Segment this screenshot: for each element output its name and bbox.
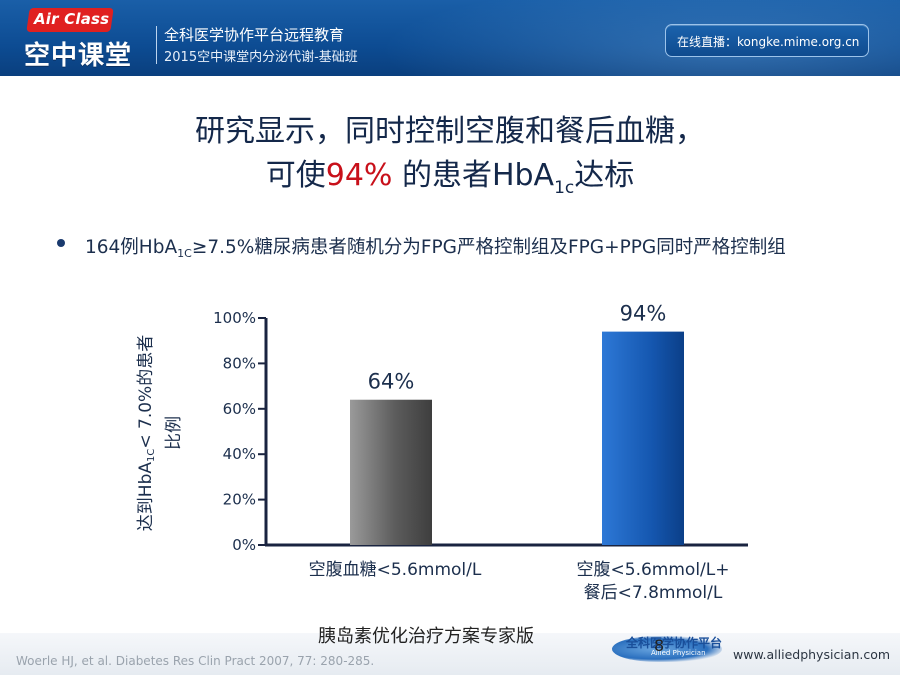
live-stream-link[interactable]: 在线直播：kongke.mime.org.cn — [677, 35, 860, 49]
title-suffix: 达标 — [574, 158, 635, 193]
footer-band — [0, 633, 900, 675]
header-platform-title: 全科医学协作平台远程教育 — [164, 26, 345, 44]
bar-value-label: 94% — [620, 302, 667, 326]
header-course-title: 2015空中课堂内分泌代谢-基础班 — [164, 50, 358, 65]
slide-title-line1: 研究显示，同时控制空腹和餐后血糖， — [195, 114, 705, 149]
y-tick-label: 60% — [223, 400, 256, 418]
bullet-subscript: 1C — [177, 247, 192, 260]
slide-title-line2: 可使94% 的患者HbA1c达标 — [0, 150, 900, 198]
bar-2 — [602, 331, 684, 545]
x-category-label: 餐后<7.8mmol/L — [584, 583, 723, 603]
y-tick-label: 0% — [232, 536, 256, 554]
bullet-prefix: 164例HbA — [85, 237, 178, 258]
bullet-text: 164例HbA1C≥7.5%糖尿病患者随机分为FPG严格控制组及FPG+PPG同… — [85, 232, 865, 269]
title-prefix: 可使 — [265, 158, 326, 193]
title-subscript: 1c — [554, 178, 575, 198]
allied-physician-url[interactable]: www.alliedphysician.com — [733, 647, 891, 662]
bullet-suffix: ≥7.5%糖尿病患者随机分为FPG严格控制组及FPG+PPG同时严格控制组 — [191, 237, 786, 258]
bullet-point — [57, 239, 65, 247]
page-number: 8 — [654, 636, 665, 655]
title-mid: 的患者HbA — [392, 158, 555, 193]
watermark-text: 胰岛素优化治疗方案专家版 — [318, 626, 534, 647]
header-divider — [156, 26, 157, 64]
allied-physician-logo-subtext: Allied Physician — [651, 649, 706, 657]
logo-chinese: 空中课堂 — [24, 41, 133, 71]
y-tick-label: 20% — [223, 491, 256, 509]
logo-english: Air Class — [34, 10, 110, 28]
y-tick-label: 100% — [213, 309, 256, 327]
bar-value-label: 64% — [368, 370, 415, 394]
live-stream-badge[interactable] — [665, 24, 869, 57]
reference-citation: Woerle HJ, et al. Diabetes Res Clin Prac… — [16, 654, 375, 668]
allied-physician-logo-icon — [612, 636, 722, 662]
x-category-label: 空腹<5.6mmol/L+ — [577, 560, 730, 580]
y-tick-label: 40% — [223, 445, 256, 463]
allied-physician-logo-text: 全科医学协作平台 — [626, 636, 723, 650]
x-category-label: 空腹血糖<5.6mmol/L — [309, 560, 482, 580]
y-tick-label: 80% — [223, 354, 256, 372]
title-highlight-percent: 94% — [325, 158, 393, 193]
bar-1 — [350, 399, 432, 545]
